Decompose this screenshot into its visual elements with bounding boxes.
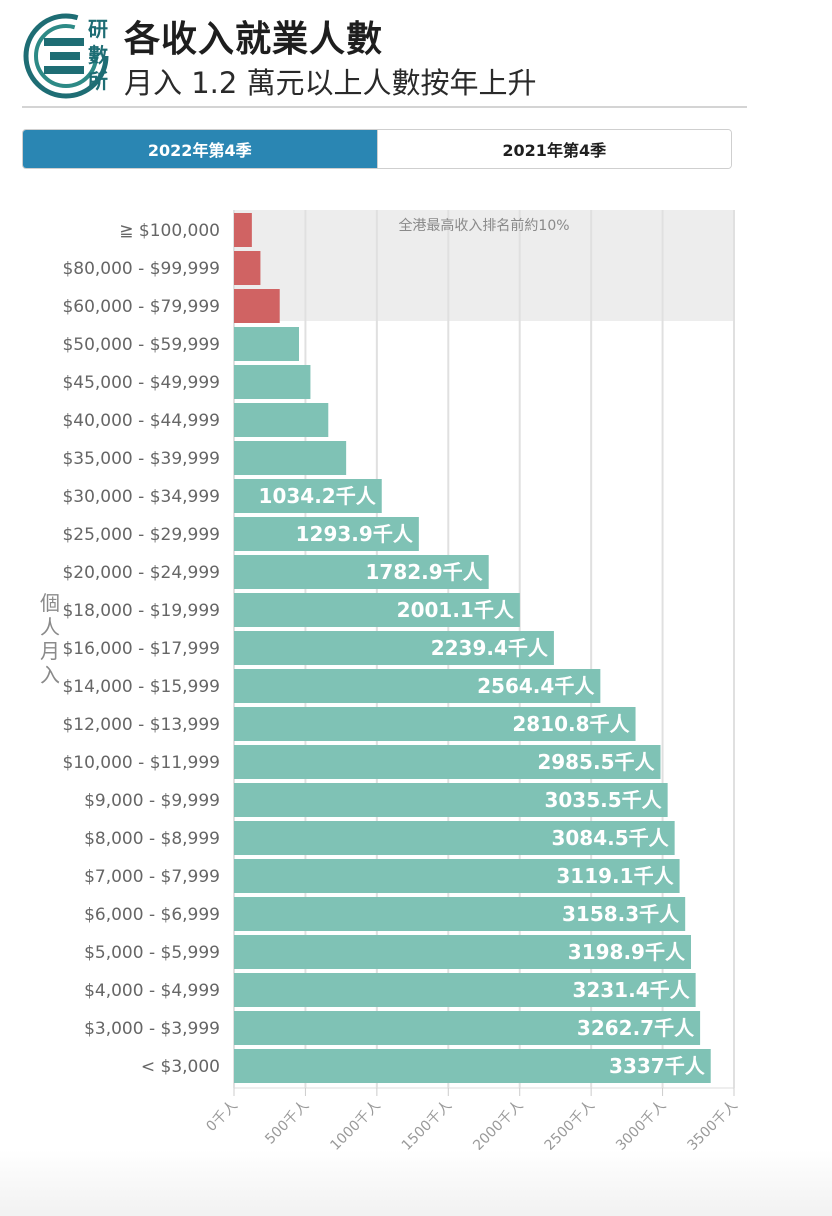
- bar-2: [234, 289, 280, 323]
- x-tick-label: 2000千人: [470, 1098, 526, 1150]
- value-label: 2001.1千人: [397, 598, 515, 622]
- x-tick-label: 3000千人: [613, 1098, 669, 1150]
- bar-3: [234, 327, 299, 361]
- category-label: $8,000 - $8,999: [84, 829, 220, 849]
- value-label: 3035.5千人: [544, 788, 662, 812]
- category-label: $16,000 - $17,999: [62, 639, 220, 659]
- x-tick-label: 3500千人: [685, 1098, 741, 1150]
- category-label: $35,000 - $39,999: [62, 449, 220, 469]
- category-label: $20,000 - $24,999: [62, 563, 220, 583]
- bar-13: [234, 707, 636, 741]
- bar-16: [234, 821, 675, 855]
- value-label: 3198.9千人: [568, 940, 686, 964]
- bar-11: [234, 631, 554, 665]
- category-label: $40,000 - $44,999: [62, 411, 220, 431]
- x-tick-label: 1500千人: [399, 1098, 455, 1150]
- x-tick-label: 500千人: [262, 1098, 312, 1148]
- bar-8: [234, 517, 419, 551]
- period-tabs: 2022年第4季 2021年第4季: [22, 129, 732, 169]
- bar-17: [234, 859, 680, 893]
- value-label: 2985.5千人: [537, 750, 655, 774]
- category-label: $3,000 - $3,999: [84, 1019, 220, 1039]
- bar-18: [234, 897, 686, 931]
- value-label: 3084.5千人: [551, 826, 669, 850]
- x-tick-label: 1000千人: [327, 1098, 383, 1150]
- category-label: $18,000 - $19,999: [62, 601, 220, 621]
- band-annotation: 全港最高收入排名前約10%: [398, 217, 569, 234]
- category-label: $10,000 - $11,999: [62, 753, 220, 773]
- value-label: 3337千人: [609, 1054, 706, 1078]
- y-axis-title: 個人月入: [40, 591, 60, 687]
- tab-2022-q4[interactable]: 2022年第4季: [23, 130, 377, 168]
- value-label: 1782.9千人: [366, 560, 484, 584]
- value-label: 2810.8千人: [512, 712, 630, 736]
- bar-1: [234, 251, 261, 285]
- x-tick-label: 0千人: [203, 1098, 240, 1135]
- bar-19: [234, 935, 691, 969]
- category-label: $5,000 - $5,999: [84, 943, 220, 963]
- category-label: $6,000 - $6,999: [84, 905, 220, 925]
- category-label: ≧ $100,000: [119, 221, 220, 241]
- income-bar-chart: 全港最高收入排名前約10% ≧ $100,000 $80,000 - $99,999…: [40, 210, 741, 1150]
- value-label: 3158.3千人: [562, 902, 680, 926]
- header-divider: [22, 106, 747, 108]
- value-label: 3262.7千人: [577, 1016, 695, 1040]
- value-label: 3231.4千人: [572, 978, 690, 1002]
- category-label: $25,000 - $29,999: [62, 525, 220, 545]
- bottom-fade: [0, 1150, 832, 1216]
- category-label: < $3,000: [141, 1057, 220, 1077]
- bar-22: [234, 1049, 711, 1083]
- bar-9: [234, 555, 489, 589]
- top-income-band: [234, 210, 734, 321]
- category-label: $30,000 - $34,999: [62, 487, 220, 507]
- value-label: 2564.4千人: [477, 674, 595, 698]
- logo-text: 研數所: [88, 17, 108, 93]
- x-tick-label: 2500千人: [542, 1098, 598, 1150]
- bar-21: [234, 1011, 701, 1045]
- page-subtitle: 月入 1.2 萬元以上人數按年上升: [124, 66, 537, 100]
- tab-2021-q4[interactable]: 2021年第4季: [376, 130, 731, 168]
- category-label: $80,000 - $99,999: [62, 259, 220, 279]
- bar-6: [234, 441, 347, 475]
- category-label: $9,000 - $9,999: [84, 791, 220, 811]
- bar-0: [234, 213, 252, 247]
- bar-15: [234, 783, 668, 817]
- bar-7: [234, 479, 382, 513]
- bar-10: [234, 593, 520, 627]
- category-label: $12,000 - $13,999: [62, 715, 220, 735]
- bar-20: [234, 973, 696, 1007]
- value-label: 1293.9千人: [296, 522, 414, 546]
- category-label: $7,000 - $7,999: [84, 867, 220, 887]
- value-label: 1034.2千人: [259, 484, 377, 508]
- category-label: $50,000 - $59,999: [62, 335, 220, 355]
- bar-12: [234, 669, 601, 703]
- category-label: $60,000 - $79,999: [62, 297, 220, 317]
- logo: 研數所: [23, 13, 109, 99]
- category-label: $4,000 - $4,999: [84, 981, 220, 1001]
- bar-4: [234, 365, 311, 399]
- value-label: 2239.4千人: [431, 636, 549, 660]
- value-label: 3119.1千人: [556, 864, 674, 888]
- bar-5: [234, 403, 329, 437]
- category-label: $14,000 - $15,999: [62, 677, 220, 697]
- category-label: $45,000 - $49,999: [62, 373, 220, 393]
- bar-14: [234, 745, 661, 779]
- header: 研數所 各收入就業人數 月入 1.2 萬元以上人數按年上升: [0, 0, 832, 110]
- page-title: 各收入就業人數: [124, 19, 384, 60]
